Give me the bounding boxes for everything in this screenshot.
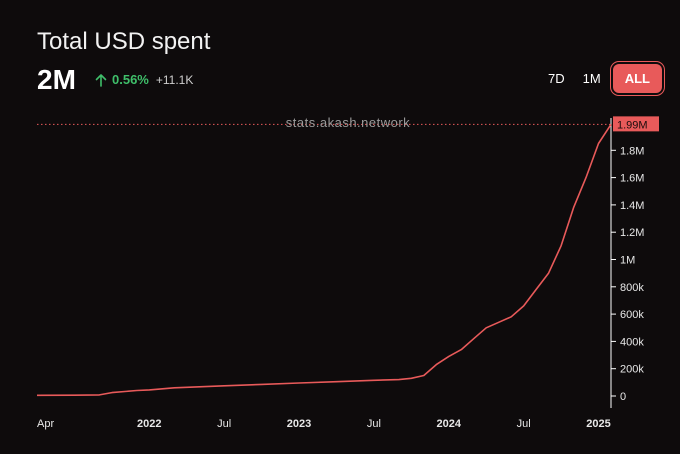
range-button-7d[interactable]: 7D <box>542 65 571 92</box>
last-value-label: 1.99M <box>617 119 648 131</box>
y-tick-label: 800k <box>620 282 644 294</box>
x-tick-label: Jul <box>217 418 231 430</box>
y-tick-label: 0 <box>620 391 626 403</box>
range-button-1m[interactable]: 1M <box>577 65 607 92</box>
y-tick-label: 1.2M <box>620 227 644 239</box>
x-tick-label: Apr <box>37 418 54 430</box>
x-tick-label: 2023 <box>287 418 311 430</box>
x-tick-label: Jul <box>367 418 381 430</box>
x-tick-label: 2025 <box>586 418 610 430</box>
y-tick-label: 400k <box>620 336 644 348</box>
change-absolute: +11.1K <box>155 72 194 87</box>
arrow-up-icon <box>95 73 107 87</box>
y-tick-label: 1M <box>620 255 635 267</box>
series-line <box>36 123 612 397</box>
y-tick-label: 1.6M <box>620 173 644 185</box>
current-value: 2M <box>37 64 76 95</box>
x-tick-label: 2024 <box>437 418 462 430</box>
x-tick-label: 2022 <box>137 418 161 430</box>
watermark-text: stats.akash.network <box>286 115 410 130</box>
range-selector: 7D 1M ALL <box>542 64 662 93</box>
y-tick-label: 1.4M <box>620 200 644 212</box>
change-percent: 0.56% <box>112 72 149 87</box>
y-tick-label: 200k <box>620 364 644 376</box>
last-value-box <box>613 116 659 132</box>
y-tick-label: 1.8M <box>620 145 644 157</box>
page-title: Total USD spent <box>37 28 211 55</box>
x-tick-label: Jul <box>517 418 531 430</box>
y-tick-label: 600k <box>620 309 644 321</box>
range-button-all[interactable]: ALL <box>612 64 662 93</box>
change-indicator: 0.56% +11.1K <box>95 72 193 87</box>
